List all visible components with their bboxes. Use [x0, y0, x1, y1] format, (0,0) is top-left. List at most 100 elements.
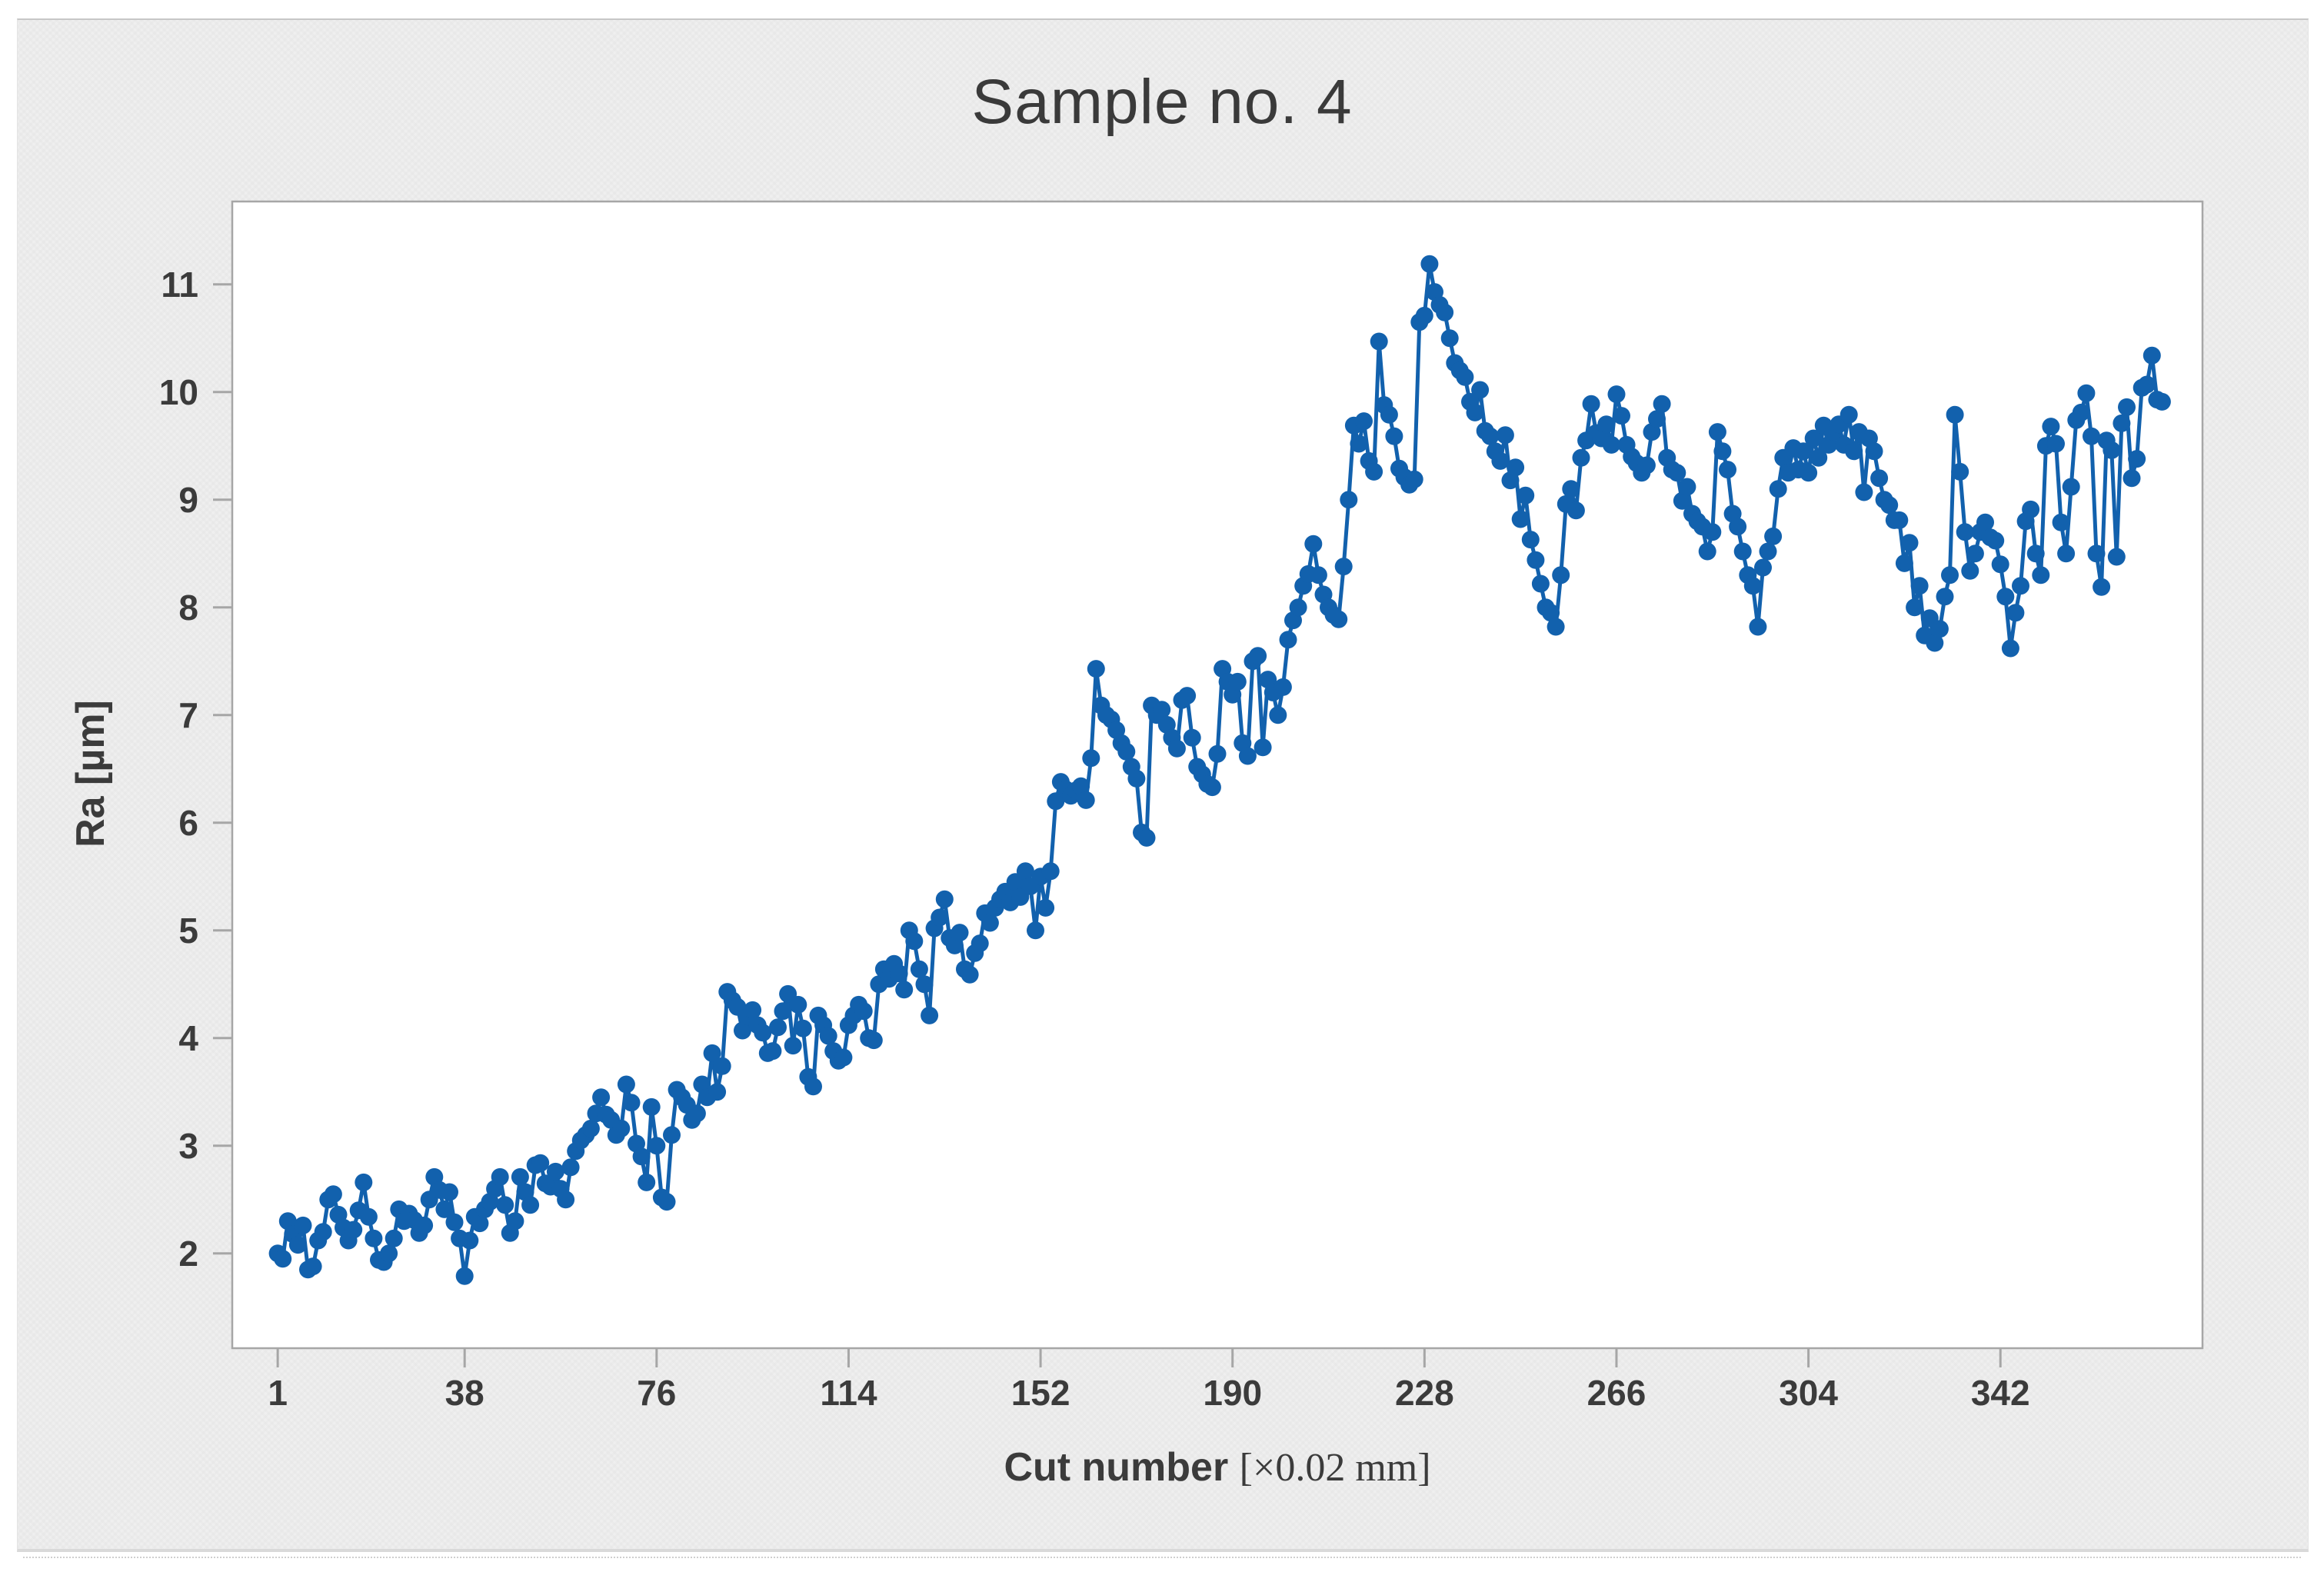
data-point-marker: [1208, 744, 1227, 763]
data-point-marker: [1517, 486, 1535, 505]
data-point-marker: [703, 1044, 721, 1062]
data-point-marker: [1041, 862, 1060, 881]
y-tick-label: 8: [178, 588, 198, 628]
data-point-marker: [2107, 548, 2126, 566]
data-point-marker: [2052, 513, 2070, 531]
x-tick-label: 228: [1395, 1373, 1454, 1413]
data-point-marker: [2006, 604, 2025, 622]
data-point-marker: [1976, 513, 1994, 531]
data-point-marker: [1365, 462, 1383, 481]
data-point-marker: [471, 1214, 489, 1233]
data-point-marker: [1491, 451, 1510, 470]
data-point-marker: [1077, 791, 1095, 809]
data-point-marker: [2012, 577, 2029, 595]
data-point-marker: [304, 1257, 322, 1276]
data-point-marker: [1668, 464, 1686, 482]
data-point-marker: [1350, 435, 1368, 453]
data-point-marker: [288, 1236, 307, 1254]
data-point-marker: [1279, 631, 1297, 649]
data-point-marker: [1167, 739, 1186, 758]
data-point-marker: [1542, 604, 1560, 622]
data-point-marker: [648, 1137, 666, 1155]
data-point-marker: [1890, 511, 1909, 529]
data-point-marker: [324, 1185, 342, 1204]
data-point-marker: [1804, 429, 1823, 448]
data-point-marker: [274, 1250, 292, 1268]
data-point-marker: [1567, 501, 1585, 520]
data-point-marker: [612, 1119, 631, 1137]
data-point-marker: [1800, 464, 1818, 482]
data-point-marker: [910, 960, 928, 978]
data-point-marker: [1289, 598, 1307, 617]
data-point-marker: [794, 1019, 812, 1037]
data-point-marker: [365, 1229, 383, 1247]
data-point-marker: [1870, 469, 1889, 488]
data-point-marker: [2143, 346, 2161, 365]
data-point-marker: [1547, 618, 1565, 636]
data-point-marker: [415, 1216, 434, 1234]
data-point-marker: [915, 975, 934, 994]
data-point-marker: [864, 1031, 883, 1050]
data-point-marker: [981, 914, 999, 932]
data-point-marker: [1880, 496, 1899, 515]
data-point-marker: [1607, 385, 1626, 404]
data-point-marker: [1941, 566, 1959, 585]
data-point-marker: [1759, 542, 1777, 561]
data-point-marker: [1334, 558, 1353, 576]
data-point-marker: [905, 932, 924, 951]
data-point-marker: [496, 1196, 514, 1214]
y-tick-label: 6: [178, 803, 198, 843]
data-point-marker: [1572, 448, 1590, 467]
data-point-marker: [1794, 442, 1813, 461]
data-point-marker: [1203, 778, 1221, 797]
data-point-marker: [2103, 441, 2121, 459]
x-tick-label: 1: [268, 1373, 288, 1413]
data-point-marker: [1507, 458, 1525, 477]
data-point-marker: [1082, 749, 1100, 768]
data-point-marker: [1673, 491, 1691, 510]
data-point-marker: [1405, 470, 1423, 488]
data-point-marker: [2077, 384, 2096, 402]
data-point-marker: [592, 1088, 611, 1107]
data-point-marker: [734, 1021, 751, 1040]
data-point-marker: [2083, 427, 2100, 445]
data-point-marker: [1713, 442, 1732, 461]
data-point-marker: [1729, 518, 1747, 536]
data-point-marker: [1521, 531, 1540, 549]
data-point-marker: [1420, 255, 1439, 273]
data-point-marker: [1527, 551, 1545, 569]
data-point-marker: [1754, 558, 1772, 577]
data-point-marker: [1117, 742, 1136, 761]
data-point-marker: [1733, 542, 1752, 561]
data-point-marker: [1749, 618, 1767, 636]
data-point-marker: [1895, 554, 1913, 572]
data-point-marker: [1440, 329, 1459, 348]
data-point-marker: [2153, 392, 2171, 411]
x-axis-title-unit: [×0.02 mm]: [1239, 1446, 1431, 1490]
data-point-marker: [1466, 403, 1484, 421]
data-point-marker: [774, 1002, 792, 1021]
data-point-marker: [663, 1126, 681, 1144]
data-point-marker: [931, 908, 949, 927]
data-point-marker: [2072, 403, 2090, 421]
data-point-marker: [1340, 491, 1358, 509]
data-point-marker: [2042, 418, 2060, 436]
data-point-marker: [1027, 921, 1044, 940]
data-point-marker: [1865, 442, 1883, 461]
data-point-marker: [1562, 480, 1580, 498]
data-point-marker: [854, 1002, 873, 1021]
data-point-marker: [1304, 535, 1323, 553]
data-point-marker: [1355, 412, 1373, 431]
x-axis-title-text: Cut number: [1004, 1445, 1240, 1490]
data-point-marker: [2118, 398, 2136, 416]
data-point-marker: [435, 1200, 454, 1218]
data-point-marker: [581, 1119, 600, 1137]
data-point-marker: [1961, 561, 1979, 580]
data-point-marker: [445, 1213, 464, 1231]
x-tick-label: 190: [1203, 1373, 1262, 1413]
y-tick-label: 7: [178, 695, 198, 735]
data-point-marker: [1153, 701, 1171, 719]
y-tick-label: 10: [159, 372, 198, 412]
